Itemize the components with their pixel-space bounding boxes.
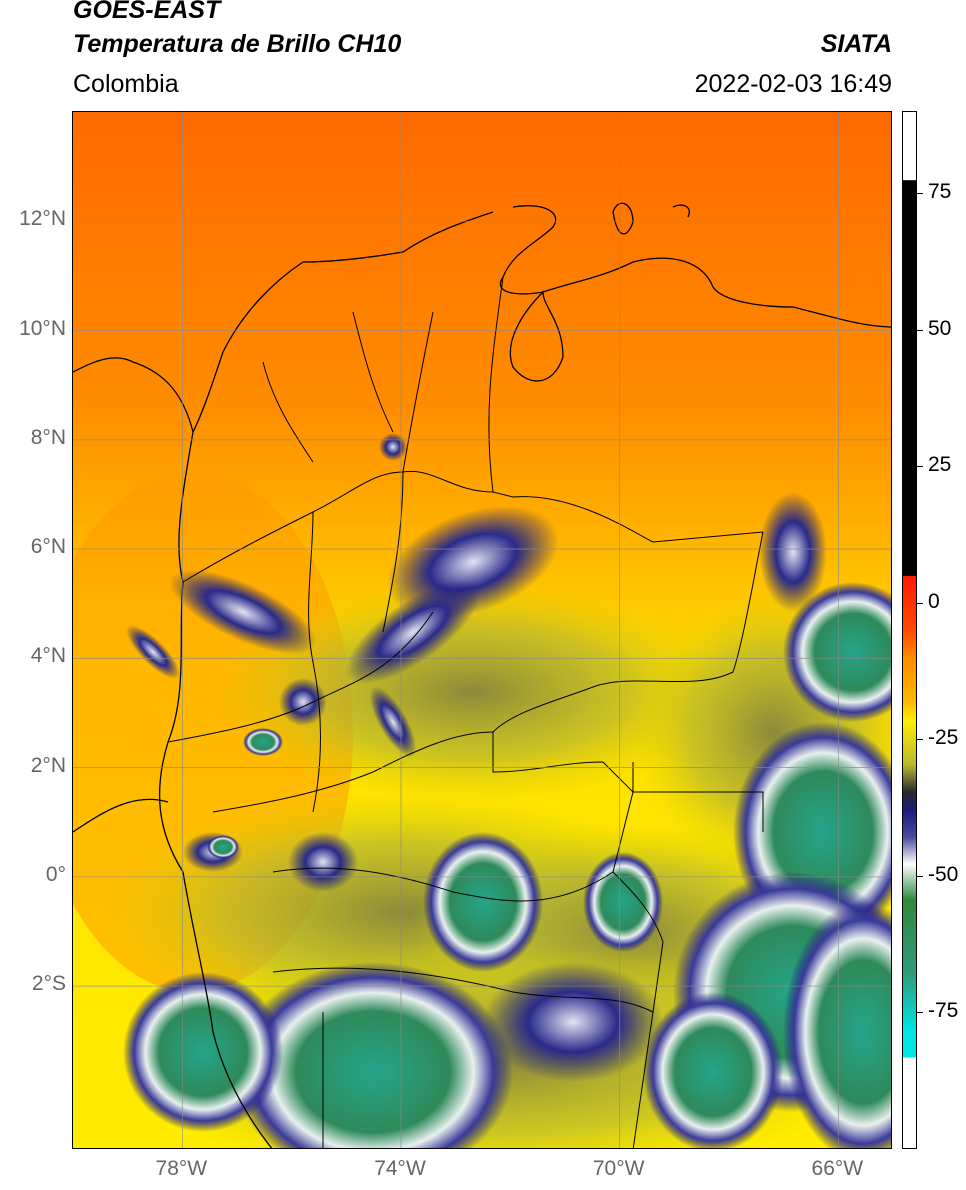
organization-label: SIATA <box>821 30 892 59</box>
colorbar-tick-label: 50 <box>928 317 951 341</box>
latitude-label: 2°S <box>6 972 66 996</box>
latitude-label: 12°N <box>6 207 66 231</box>
datetime-label: 2022-02-03 16:49 <box>695 70 892 99</box>
colorbar-tick <box>917 1012 923 1013</box>
longitude-label: 74°W <box>360 1157 440 1181</box>
latitude-label: 6°N <box>6 535 66 559</box>
colorbar-tick <box>917 876 923 877</box>
colorbar-tick <box>917 739 923 740</box>
longitude-label: 70°W <box>579 1157 659 1181</box>
longitude-label: 78°W <box>141 1157 221 1181</box>
satellite-title: GOES-EAST <box>73 0 220 25</box>
latitude-label: 0° <box>6 863 66 887</box>
colorbar-tick-label: 75 <box>928 180 951 204</box>
colorbar-tick-label: 0 <box>928 590 940 614</box>
colorbar-tick-label: 25 <box>928 453 951 477</box>
colorbar-tick <box>917 330 923 331</box>
colorbar-tick <box>917 466 923 467</box>
satellite-map[interactable] <box>72 111 892 1149</box>
product-title: Temperatura de Brillo CH10 <box>73 30 401 59</box>
colorbar-tick <box>917 193 923 194</box>
latitude-label: 8°N <box>6 426 66 450</box>
latitude-label: 2°N <box>6 754 66 778</box>
colorbar-tick-label: -25 <box>928 726 958 750</box>
region-label: Colombia <box>73 70 179 99</box>
temperature-colorbar <box>902 111 917 1149</box>
colorbar-tick-label: -50 <box>928 863 958 887</box>
colorbar-tick-label: -75 <box>928 999 958 1023</box>
latitude-label: 4°N <box>6 644 66 668</box>
longitude-label: 66°W <box>797 1157 877 1181</box>
latitude-label: 10°N <box>6 317 66 341</box>
colorbar-tick <box>917 603 923 604</box>
